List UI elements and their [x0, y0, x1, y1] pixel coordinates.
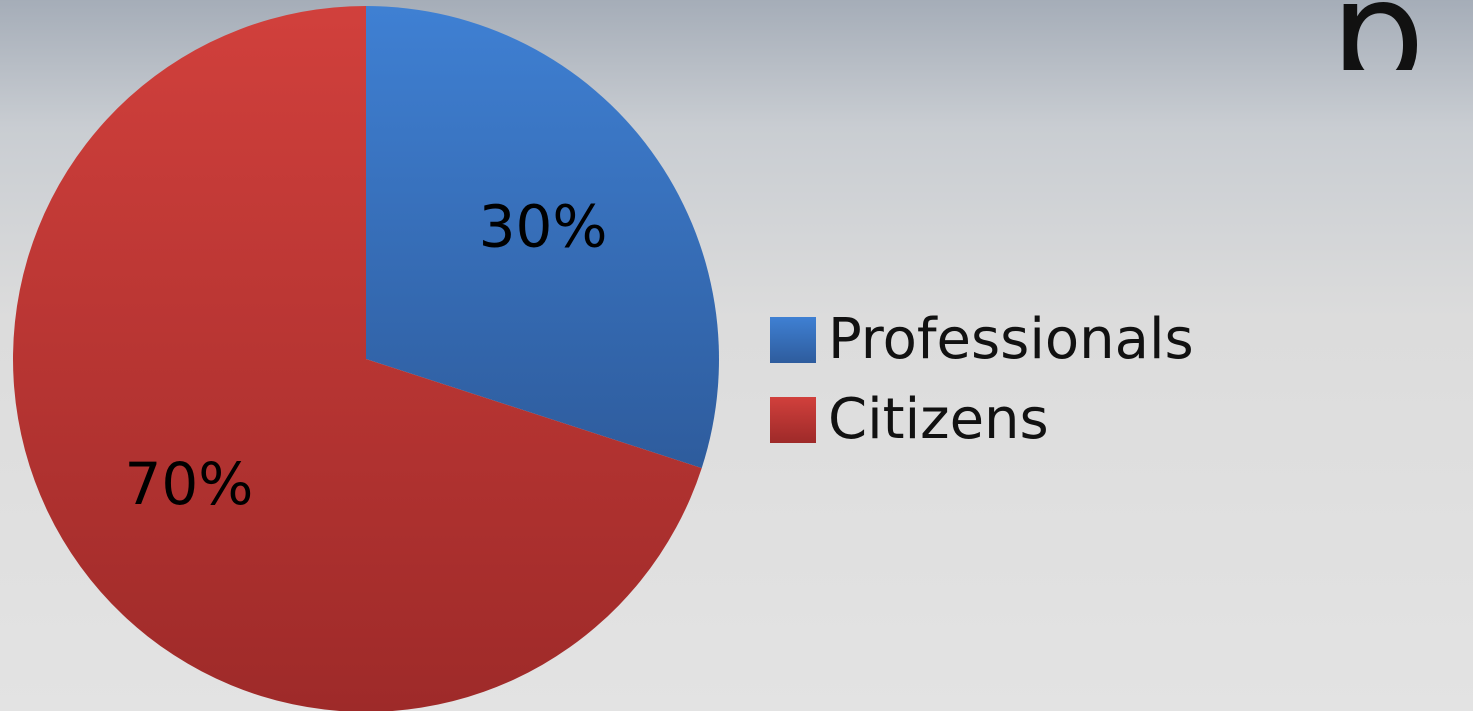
- pie-slice-professionals: [366, 6, 719, 469]
- slice-label-citizens: 70%: [124, 450, 253, 518]
- legend-label-citizens: Citizens: [828, 387, 1049, 452]
- legend-item-professionals: Professionals: [770, 300, 1194, 380]
- slice-label-professionals: 30%: [479, 192, 608, 260]
- title-fragment: p: [1330, 0, 1473, 70]
- title-fragment-text: p: [1330, 0, 1425, 70]
- pie-slice-citizens: [13, 6, 702, 711]
- legend-swatch-citizens: [770, 397, 816, 443]
- legend: Professionals Citizens: [770, 300, 1194, 460]
- legend-label-professionals: Professionals: [828, 307, 1194, 372]
- legend-swatch-professionals: [770, 317, 816, 363]
- legend-item-citizens: Citizens: [770, 380, 1194, 460]
